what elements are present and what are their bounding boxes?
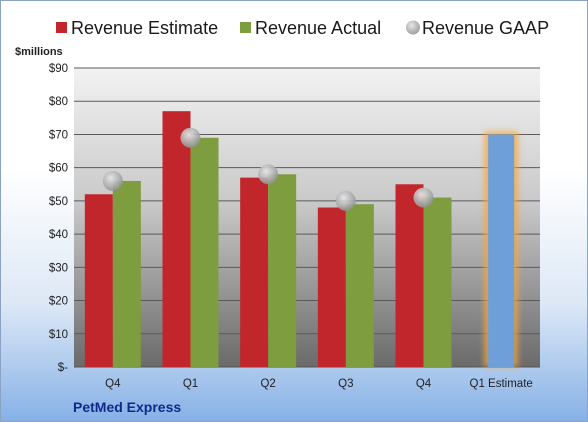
legend-label-actual: Revenue Actual	[255, 18, 381, 38]
y-tick-label: $50	[49, 196, 68, 208]
marker-revenue-gaap	[258, 164, 279, 185]
legend: Revenue Estimate Revenue Actual Revenue …	[56, 18, 549, 38]
marker-revenue-gaap	[102, 170, 123, 191]
bar-revenue-estimate	[395, 184, 424, 367]
bar-revenue-actual	[345, 204, 374, 367]
y-tick-label: $20	[49, 296, 68, 308]
marker-revenue-gaap	[180, 127, 201, 148]
y-tick-label: $80	[49, 96, 68, 108]
y-tick-label: $60	[49, 163, 68, 175]
marker-revenue-gaap	[413, 187, 434, 208]
bar-revenue-estimate	[84, 194, 113, 367]
y-tick-label: $10	[49, 329, 68, 341]
legend-label-gaap: Revenue GAAP	[422, 18, 549, 38]
bar-revenue-estimate	[162, 111, 191, 367]
bar-revenue-actual	[190, 137, 219, 367]
company-name: PetMed Express	[73, 399, 181, 415]
legend-marker-gaap	[406, 20, 420, 35]
y-tick-label: $-	[58, 362, 68, 374]
marker-revenue-gaap	[335, 190, 356, 211]
plot-area	[74, 68, 540, 367]
y-tick-label: $70	[49, 129, 68, 141]
bar-revenue-estimate	[240, 177, 269, 367]
x-tick-label: Q1	[183, 378, 198, 390]
y-tick-label: $90	[49, 63, 68, 75]
x-tick-label: Q4	[416, 378, 432, 390]
y-axis-unit-label: $millions	[15, 46, 63, 58]
y-tick-label: $30	[49, 262, 68, 274]
x-tick-label: Q1 Estimate	[470, 378, 533, 390]
legend-swatch-estimate	[56, 22, 67, 33]
x-tick-label: Q4	[105, 378, 121, 390]
legend-swatch-actual	[240, 22, 251, 33]
bar-revenue-actual	[112, 180, 141, 367]
legend-label-estimate: Revenue Estimate	[71, 18, 218, 38]
x-tick-label: Q3	[338, 378, 353, 390]
bar-revenue-actual	[423, 197, 452, 367]
bar-revenue-estimate	[317, 207, 346, 367]
bar-revenue-actual	[268, 174, 297, 367]
x-tick-label: Q2	[260, 378, 275, 390]
bar-q1-estimate	[488, 134, 515, 367]
y-tick-label: $40	[49, 229, 68, 241]
